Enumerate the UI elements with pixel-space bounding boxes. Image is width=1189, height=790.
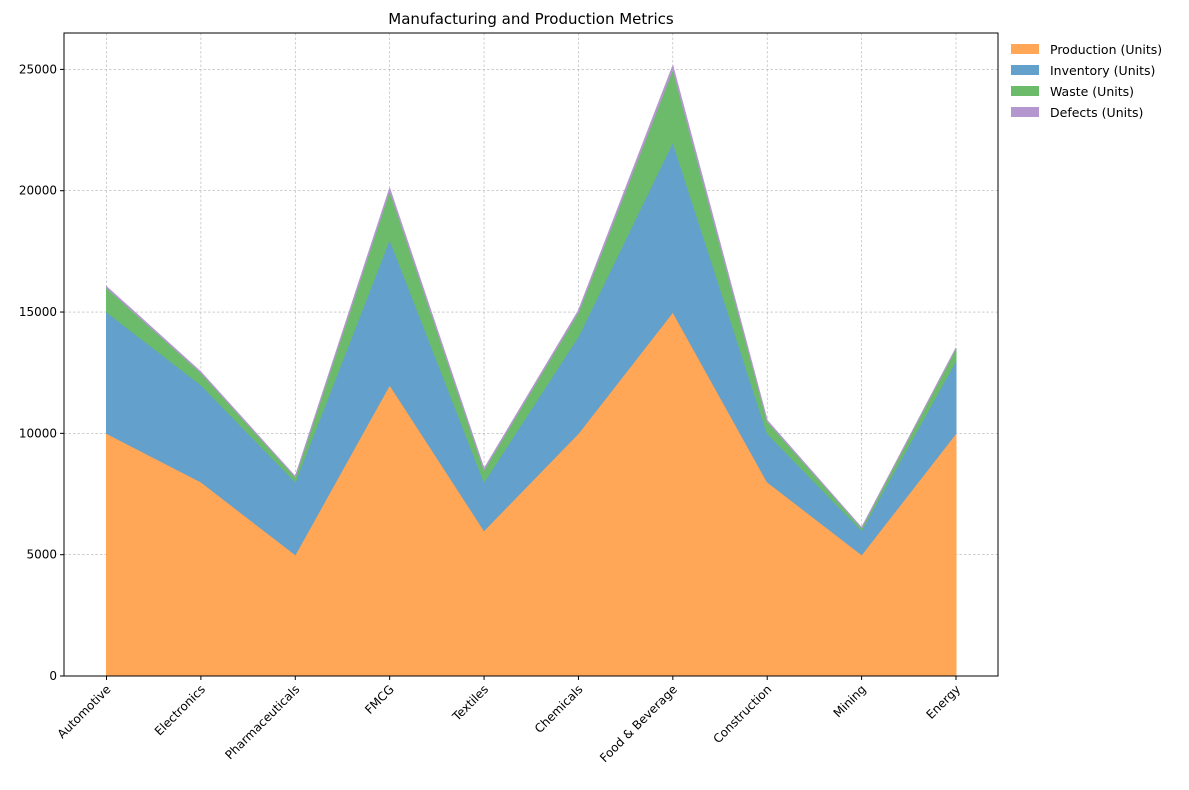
legend-swatch-2: [1011, 86, 1039, 96]
legend-label-3: Defects (Units): [1050, 105, 1143, 120]
x-axis: Automotive Electronics Pharmaceuticals FMCG…: [55, 676, 963, 765]
x-tick-label: Construction: [710, 682, 774, 746]
x-tick-label: Mining: [831, 682, 869, 720]
y-tick-label: 20000: [19, 184, 57, 198]
legend: Production (Units) Inventory (Units) Waste…: [1011, 42, 1162, 120]
legend-swatch-1: [1011, 65, 1039, 75]
y-tick-label: 10000: [19, 426, 57, 440]
x-tick-label: FMCG: [362, 682, 397, 717]
x-tick-label: Textiles: [449, 682, 491, 724]
x-tick-label: Food & Beverage: [597, 682, 680, 765]
y-tick-label: 5000: [26, 548, 57, 562]
plot-frame: [63, 32, 999, 677]
legend-swatch-3: [1011, 107, 1039, 117]
y-axis: 0 5000 10000 15000 20000 25000: [19, 62, 64, 683]
y-tick-label: 25000: [19, 62, 57, 76]
x-tick-label: Automotive: [55, 682, 114, 741]
legend-label-2: Waste (Units): [1050, 84, 1134, 99]
chart-title: Manufacturing and Production Metrics: [388, 10, 674, 28]
x-tick-label: Electronics: [152, 682, 208, 738]
legend-label-1: Inventory (Units): [1050, 63, 1155, 78]
x-tick-label: Chemicals: [532, 682, 586, 736]
x-tick-label: Energy: [924, 682, 964, 722]
x-tick-label: Pharmaceuticals: [222, 682, 302, 762]
legend-swatch-0: [1011, 44, 1039, 54]
legend-label-0: Production (Units): [1050, 42, 1162, 57]
series-area-3: [106, 64, 957, 529]
y-tick-label: 0: [49, 669, 57, 683]
y-tick-label: 15000: [19, 305, 57, 319]
area-layer: [106, 64, 957, 677]
